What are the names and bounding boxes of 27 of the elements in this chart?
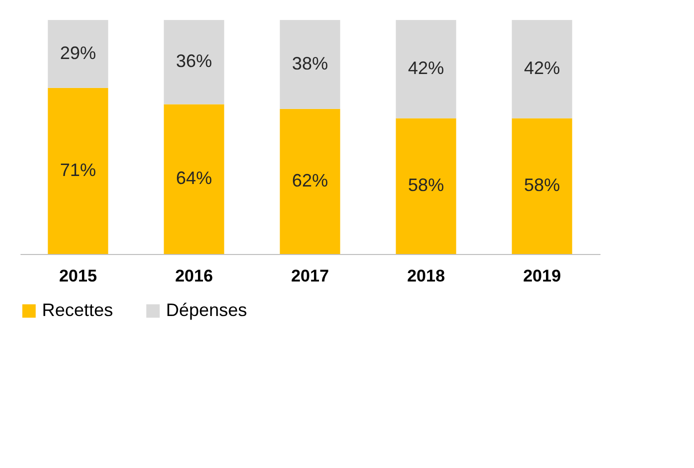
data-label: 58%	[408, 175, 444, 196]
x-tick-label: 2015	[59, 266, 97, 286]
x-tick-label: 2019	[523, 266, 561, 286]
bar	[396, 20, 456, 118]
bar	[280, 108, 340, 254]
bar	[512, 118, 572, 254]
bar	[164, 104, 224, 254]
bar	[48, 88, 108, 254]
bar	[280, 20, 340, 109]
bar	[512, 20, 572, 118]
bar	[396, 118, 456, 254]
bar	[48, 20, 108, 88]
data-label: 29%	[60, 42, 96, 63]
legend-label: Recettes	[42, 300, 114, 320]
data-label: 71%	[60, 160, 96, 180]
data-label: 38%	[292, 53, 328, 74]
x-tick-label: 2017	[291, 266, 329, 286]
data-label: 36%	[176, 51, 212, 72]
legend-label: Dépenses	[166, 300, 248, 320]
data-label: 62%	[292, 170, 328, 190]
x-tick-label: 2016	[175, 266, 213, 286]
x-tick-label: 2018	[407, 266, 445, 286]
data-label: 58%	[524, 175, 560, 196]
data-label: 64%	[176, 168, 212, 188]
data-label: 42%	[524, 58, 560, 78]
data-label: 42%	[408, 58, 444, 78]
bar	[164, 20, 224, 104]
